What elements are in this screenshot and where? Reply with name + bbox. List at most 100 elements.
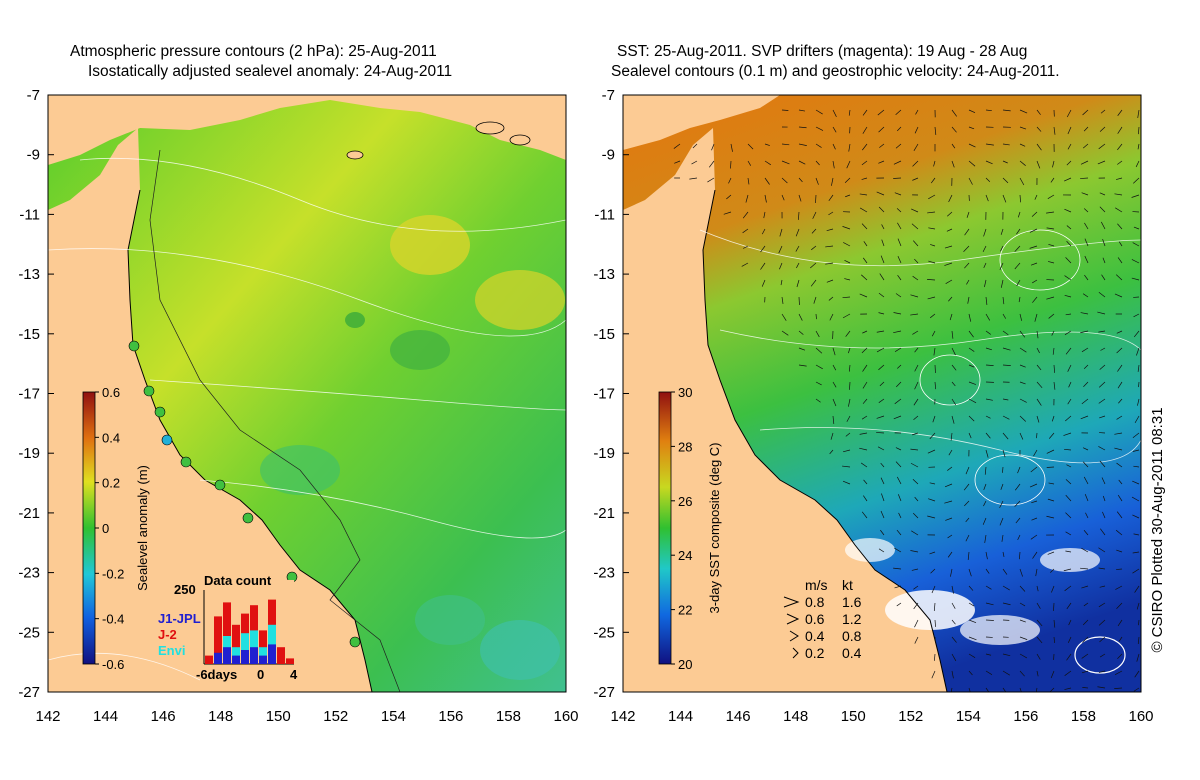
velocity-legend-header-ms: m/s xyxy=(805,577,828,593)
inset-bar xyxy=(223,602,231,664)
velocity-arrow xyxy=(1052,160,1055,168)
velocity-arrow xyxy=(1099,653,1106,658)
velocity-arrow xyxy=(1002,602,1011,606)
velocity-arrow xyxy=(876,415,885,419)
velocity-arrow xyxy=(810,262,817,269)
left-colorbar: 0.6 0.4 0.2 0 -0.2 -0.4 -0.6 Sealevel anomaly … xyxy=(82,385,150,672)
velocity-arrow xyxy=(815,364,823,370)
velocity-arrow xyxy=(1019,109,1028,114)
velocity-arrow xyxy=(1002,177,1009,184)
velocity-arrow xyxy=(845,432,851,437)
velocity-arrow xyxy=(1084,238,1089,247)
velocity-arrow xyxy=(832,126,837,133)
velocity-arrow xyxy=(848,143,851,152)
lon-label-right: 158 xyxy=(1071,708,1096,725)
velocity-arrow xyxy=(1051,415,1055,422)
velocity-arrow xyxy=(912,275,919,281)
velocity-arrow xyxy=(1031,500,1038,504)
velocity-arrow xyxy=(1046,227,1055,230)
velocity-arrow xyxy=(912,177,919,181)
velocity-arrow xyxy=(745,194,749,203)
velocity-arrow xyxy=(933,602,936,611)
velocity-arrow xyxy=(1136,347,1140,356)
velocity-arrow xyxy=(844,177,851,183)
velocity-arrow xyxy=(862,126,868,134)
tide-gauge-marker xyxy=(143,385,155,397)
velocity-arrow xyxy=(1000,483,1004,490)
colorbar-tick-label: 0.4 xyxy=(102,430,120,445)
colorbar-tick-label: 20 xyxy=(678,657,692,672)
velocity-arrow xyxy=(1084,493,1089,502)
velocity-arrow xyxy=(848,109,851,116)
velocity-arrow xyxy=(842,449,851,453)
velocity-arrow xyxy=(913,143,919,152)
velocity-arrow xyxy=(1036,636,1043,644)
velocity-arrow xyxy=(728,177,732,184)
velocity-arrow xyxy=(894,398,902,405)
velocity-arrow xyxy=(1063,432,1072,436)
lon-label-left: 142 xyxy=(35,708,60,725)
velocity-arrow xyxy=(966,279,970,285)
velocity-arrow xyxy=(815,381,822,386)
velocity-arrow xyxy=(968,687,971,692)
velocity-arrow xyxy=(1084,274,1089,281)
velocity-arrow xyxy=(985,143,994,146)
velocity-arrow xyxy=(881,493,885,502)
inset-bar xyxy=(268,644,276,664)
velocity-arrow xyxy=(1100,109,1106,114)
velocity-arrow xyxy=(1114,193,1123,196)
velocity-arrow xyxy=(673,143,681,149)
velocity-arrow xyxy=(897,275,902,281)
colorbar-tick-label: -0.2 xyxy=(102,566,124,581)
velocity-arrow xyxy=(927,449,936,454)
velocity-arrow xyxy=(862,398,868,404)
velocity-arrow xyxy=(1116,549,1123,553)
inset-bar xyxy=(286,658,294,664)
velocity-arrow xyxy=(930,568,936,574)
velocity-arrow xyxy=(895,293,902,298)
velocity-arrow xyxy=(948,194,953,203)
velocity-arrow xyxy=(1084,255,1089,264)
right-title-line2: Sealevel contours (0.1 m) and geostrophi… xyxy=(611,63,1060,80)
velocity-arrow xyxy=(1083,381,1089,388)
velocity-arrow xyxy=(798,160,806,165)
lon-label-right: 148 xyxy=(783,708,808,725)
velocity-arrow xyxy=(968,160,976,167)
velocity-arrow xyxy=(779,262,783,270)
velocity-arrow xyxy=(1019,160,1026,166)
island xyxy=(509,134,531,146)
velocity-arrow xyxy=(1065,415,1072,422)
velocity-arrow xyxy=(1099,206,1106,213)
velocity-arrow xyxy=(934,653,936,661)
velocity-arrow xyxy=(1099,415,1106,419)
velocity-arrow xyxy=(1115,585,1123,590)
velocity-arrow xyxy=(965,517,970,523)
velocity-arrow xyxy=(879,143,885,148)
velocity-arrow xyxy=(876,347,885,353)
inset-bar xyxy=(232,624,240,664)
velocity-arrow xyxy=(1052,347,1055,355)
velocity-arrow xyxy=(845,330,851,337)
velocity-arrow xyxy=(781,330,789,336)
velocity-arrow xyxy=(1065,479,1072,485)
velocity-arrow xyxy=(1019,126,1027,130)
velocity-arrow xyxy=(1019,177,1025,186)
velocity-arrow xyxy=(912,512,919,519)
left-map xyxy=(48,95,566,692)
velocity-arrow xyxy=(1066,225,1072,230)
velocity-arrow xyxy=(927,296,936,300)
lat-label-right: -21 xyxy=(593,505,615,522)
velocity-arrow xyxy=(842,296,851,299)
velocity-arrow xyxy=(1019,381,1026,385)
velocity-arrow xyxy=(912,432,919,436)
inset-bar xyxy=(259,655,267,664)
velocity-arrow xyxy=(862,109,868,116)
left-title-line2: Isostatically adjusted sealevel anomaly:… xyxy=(88,63,453,80)
velocity-arrow xyxy=(863,495,868,502)
velocity-arrow xyxy=(1001,534,1004,542)
velocity-arrow xyxy=(881,224,885,230)
velocity-arrow xyxy=(964,500,970,507)
velocity-arrow xyxy=(815,160,820,166)
velocity-arrow xyxy=(1117,109,1123,116)
velocity-arrow xyxy=(1002,670,1010,676)
